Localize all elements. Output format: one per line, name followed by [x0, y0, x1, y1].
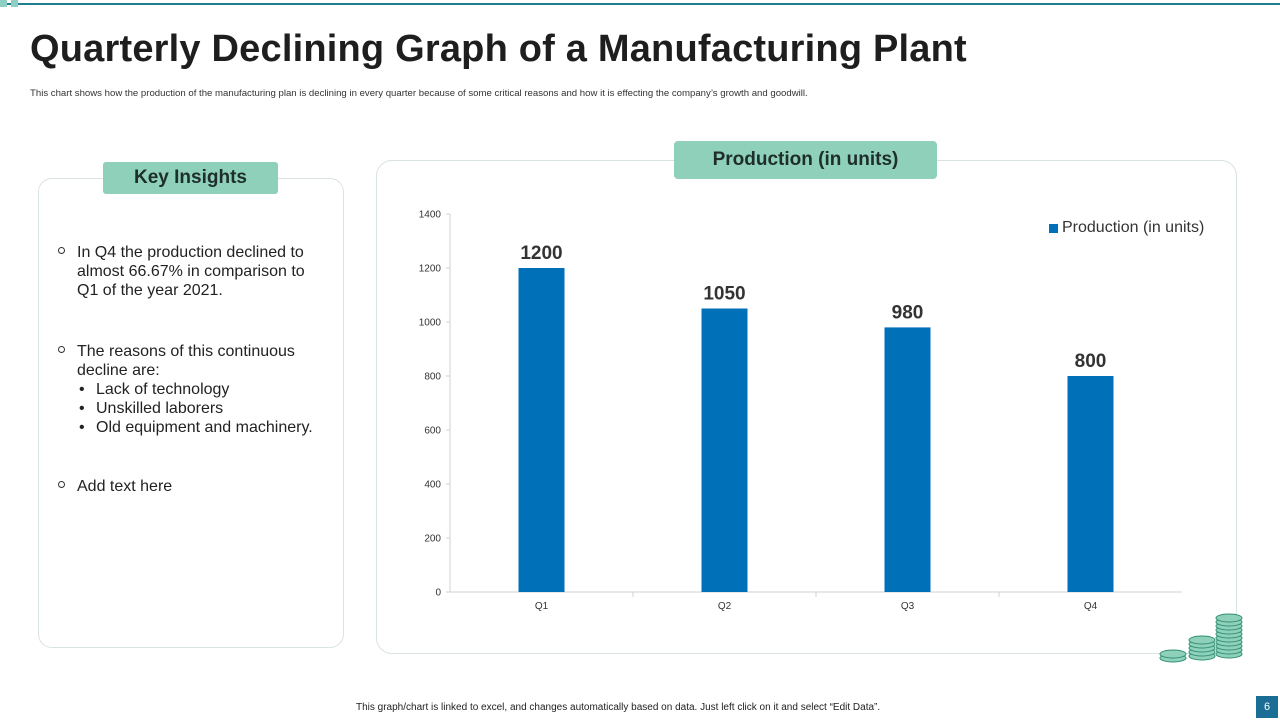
y-tick-label: 800 [424, 372, 441, 383]
data-label-q1: 1200 [520, 243, 562, 264]
reason-item: • Old equipment and machinery. [79, 419, 313, 436]
insight-item-3: Add text here [58, 477, 322, 496]
y-tick-label: 0 [435, 588, 441, 599]
dot-bullet-icon: • [79, 381, 85, 398]
bar-q4 [1067, 376, 1114, 592]
key-insights-header: Key Insights [103, 162, 278, 194]
reason-item: • Unskilled laborers [79, 400, 224, 417]
reasons-list: • Lack of technology • Unskilled laborers … [77, 380, 322, 437]
y-tick-label: 400 [424, 480, 441, 491]
data-label-q3: 980 [892, 302, 924, 323]
circle-bullet-icon [58, 481, 65, 488]
bar-q3 [884, 327, 931, 592]
chart-legend: Production (in units) [1049, 219, 1204, 237]
chart-header: Production (in units) [674, 141, 937, 179]
dot-bullet-icon: • [79, 419, 85, 436]
circle-bullet-icon [58, 346, 65, 353]
x-tick-label: Q4 [1084, 601, 1098, 612]
top-accent-line [0, 3, 1280, 5]
insight-item-1: In Q4 the production declined to almost … [58, 243, 322, 300]
reason-item: • Lack of technology [79, 381, 230, 398]
y-tick-label: 200 [424, 534, 441, 545]
x-tick-label: Q2 [718, 601, 732, 612]
bar-q1 [518, 268, 565, 592]
y-tick-label: 1200 [419, 264, 442, 275]
y-tick-label: 600 [424, 426, 441, 437]
legend-label: Production (in units) [1062, 219, 1205, 236]
y-tick-label: 1400 [419, 210, 442, 221]
data-label-q2: 1050 [703, 284, 745, 305]
legend-swatch [1049, 223, 1058, 233]
x-tick-label: Q3 [901, 601, 915, 612]
data-label-q4: 800 [1075, 351, 1107, 372]
corner-mark-right [11, 0, 18, 7]
bar-q2 [701, 308, 748, 592]
insight-text: In Q4 the production declined to almost … [77, 244, 305, 299]
y-tick-label: 1000 [419, 318, 442, 329]
x-tick-label: Q1 [535, 601, 549, 612]
corner-mark-left [0, 0, 7, 7]
insight-text: The reasons of this continuous decline a… [77, 342, 322, 437]
page-subtitle: This chart shows how the production of t… [30, 88, 808, 99]
page-number: 6 [1256, 696, 1278, 718]
insight-text: Add text here [77, 478, 173, 495]
circle-bullet-icon [58, 247, 65, 254]
page-title: Quarterly Declining Graph of a Manufactu… [30, 28, 967, 70]
insight-text-lead: The reasons of this continuous decline a… [77, 343, 295, 379]
dot-bullet-icon: • [79, 400, 85, 417]
insight-item-2: The reasons of this continuous decline a… [58, 342, 322, 437]
coin-stacks-icon [1159, 613, 1243, 663]
footer-note: This graph/chart is linked to excel, and… [356, 702, 881, 713]
